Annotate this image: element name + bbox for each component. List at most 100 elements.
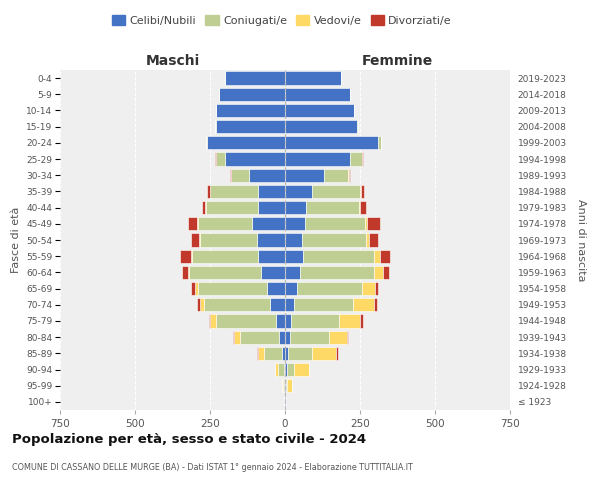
Bar [373,266,383,279]
Bar [199,298,204,312]
Bar [188,217,197,230]
Bar [276,314,285,328]
Bar [219,88,285,101]
Bar [205,136,207,149]
Bar [285,88,349,101]
Bar [380,250,390,263]
Bar [264,346,282,360]
Bar [257,234,285,246]
Bar [198,282,267,295]
Bar [303,250,373,263]
Bar [357,120,358,134]
Text: Femmine: Femmine [362,54,433,68]
Bar [285,330,290,344]
Bar [210,314,216,328]
Bar [373,298,377,312]
Bar [285,104,354,117]
Bar [312,185,360,198]
Bar [286,379,287,392]
Bar [285,282,297,295]
Bar [347,330,348,344]
Bar [285,72,341,85]
Bar [210,185,258,198]
Bar [302,234,366,246]
Bar [285,217,305,230]
Bar [373,250,380,263]
Bar [353,298,373,312]
Bar [285,346,288,360]
Bar [297,282,361,295]
Bar [285,298,294,312]
Bar [359,201,360,214]
Bar [285,152,349,166]
Bar [348,168,349,182]
Bar [288,346,312,360]
Bar [285,314,291,328]
Bar [258,201,285,214]
Bar [277,363,284,376]
Bar [369,234,378,246]
Bar [216,152,225,166]
Bar [360,201,366,214]
Bar [349,168,350,182]
Bar [189,266,261,279]
Text: COMUNE DI CASSANO DELLE MURGE (BA) - Dati ISTAT 1° gennaio 2024 - Elaborazione T: COMUNE DI CASSANO DELLE MURGE (BA) - Dat… [12,462,413,471]
Bar [204,298,270,312]
Bar [287,379,292,392]
Bar [191,282,195,295]
Bar [205,201,258,214]
Bar [312,346,336,360]
Y-axis label: Anni di nascita: Anni di nascita [577,198,586,281]
Bar [267,282,285,295]
Bar [284,363,285,376]
Bar [191,234,199,246]
Bar [339,314,360,328]
Text: Popolazione per età, sesso e stato civile - 2024: Popolazione per età, sesso e stato civil… [12,432,366,446]
Bar [282,379,283,392]
Bar [284,379,285,392]
Bar [180,250,191,263]
Bar [257,346,258,360]
Bar [258,346,264,360]
Bar [225,152,285,166]
Bar [234,330,240,344]
Bar [197,217,198,230]
Bar [378,136,381,149]
Bar [285,379,286,392]
Bar [231,168,249,182]
Bar [275,363,277,376]
Bar [283,379,284,392]
Bar [207,136,285,149]
Bar [290,330,329,344]
Bar [192,250,258,263]
Bar [198,217,252,230]
Bar [285,250,303,263]
Bar [287,363,294,376]
Bar [285,168,324,182]
Bar [261,266,285,279]
Bar [336,346,337,360]
Bar [197,298,199,312]
Bar [285,266,300,279]
Bar [258,250,285,263]
Bar [187,266,189,279]
Bar [285,363,287,376]
Bar [285,120,357,134]
Text: Maschi: Maschi [145,54,200,68]
Bar [294,363,309,376]
Bar [282,346,285,360]
Bar [361,152,362,166]
Bar [202,201,205,214]
Bar [367,217,380,230]
Bar [199,234,257,246]
Bar [291,314,339,328]
Bar [182,266,187,279]
Bar [285,234,302,246]
Bar [279,330,285,344]
Bar [285,201,306,214]
Bar [216,120,285,134]
Bar [360,314,363,328]
Bar [249,168,285,182]
Bar [324,168,348,182]
Bar [365,217,367,230]
